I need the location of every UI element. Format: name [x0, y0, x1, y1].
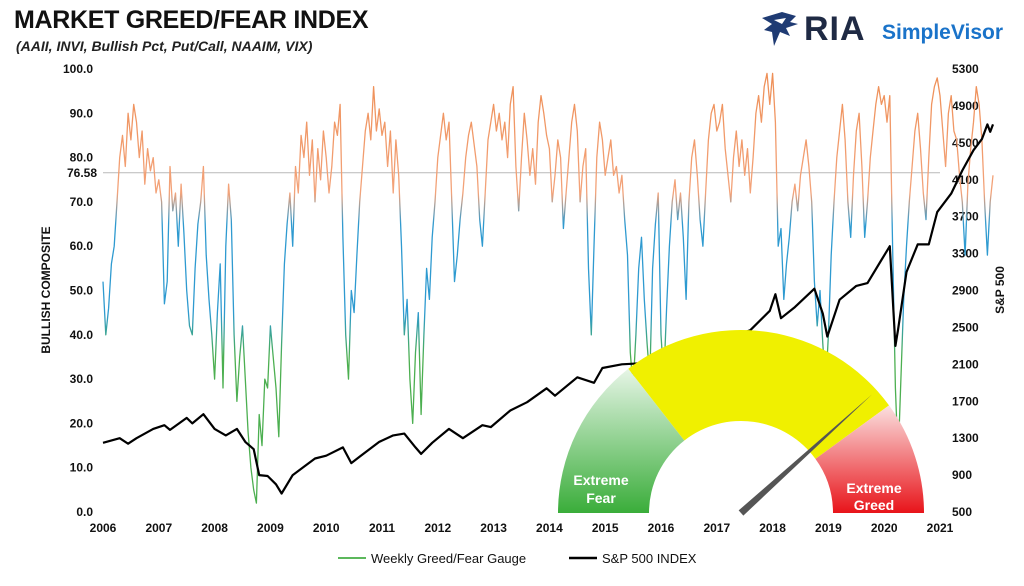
y-tick-label: 100.0 [63, 62, 93, 76]
gauge-segment-greed [815, 405, 924, 513]
y-tick-label: 70.0 [70, 195, 94, 209]
gauge-label-extreme-fear: Extreme Fear [573, 472, 628, 506]
x-axis-ticks: 2006 2007 2008 2009 2010 2011 2012 2013 2014 2015… [90, 521, 954, 535]
y2-tick-label: 2100 [952, 357, 979, 371]
logo-ria-text: RIA [804, 10, 866, 48]
y-tick-label: 20.0 [70, 416, 94, 430]
legend: Weekly Greed/Fear Gauge S&P 500 INDEX [338, 551, 697, 566]
x-tick-label: 2008 [201, 521, 228, 535]
series-layer [102, 72, 995, 504]
y-tick-label: 90.0 [70, 106, 94, 120]
y2-axis-label: S&P 500 [993, 266, 1007, 314]
y2-tick-label: 2900 [952, 284, 979, 298]
x-tick-label: 2016 [648, 521, 675, 535]
gauge-segment-neutral [628, 330, 890, 459]
x-tick-label: 2006 [90, 521, 117, 535]
y2-tick-label: 1700 [952, 394, 979, 408]
y2-tick-label: 1300 [952, 431, 979, 445]
x-tick-label: 2009 [257, 521, 284, 535]
ria-simplevisor-logo: RIA SimpleVisor [760, 10, 1010, 50]
y-tick-label: 80.0 [70, 151, 94, 165]
gauge-label-extreme-greed: Extreme Greed [846, 480, 901, 513]
logo-simplevisor-text: SimpleVisor [882, 21, 1003, 44]
series-greed-fear-line [102, 72, 994, 504]
x-tick-label: 2015 [592, 521, 619, 535]
y-tick-label: 60.0 [70, 239, 94, 253]
y2-tick-label: 900 [952, 468, 972, 482]
x-tick-label: 2013 [480, 521, 507, 535]
chart-title: MARKET GREED/FEAR INDEX [14, 6, 369, 34]
y2-tick-label: 4900 [952, 99, 979, 113]
x-tick-label: 2014 [536, 521, 563, 535]
legend-label-sp500: S&P 500 INDEX [602, 551, 697, 566]
x-tick-label: 2012 [424, 521, 451, 535]
y-tick-label: 40.0 [70, 328, 94, 342]
y2-tick-label: 5300 [952, 62, 979, 76]
series-sp500-line [102, 123, 995, 495]
y-tick-label: 50.0 [70, 284, 94, 298]
y-tick-label: 0.0 [76, 505, 93, 519]
left-axis-ticks: 0.0 10.0 20.0 30.0 40.0 50.0 60.0 70.0 80.0 90.0 1… [63, 62, 93, 519]
x-tick-label: 2021 [927, 521, 954, 535]
right-axis-ticks: 5009001300170021002500290033003700410045… [952, 62, 979, 519]
greed-fear-gauge: Extreme Fear Extreme Greed [558, 330, 924, 516]
x-tick-label: 2020 [871, 521, 898, 535]
gauge-needle [738, 394, 873, 516]
y2-tick-label: 3700 [952, 210, 979, 224]
y-axis-label: BULLISH COMPOSITE [39, 226, 53, 353]
y2-tick-label: 500 [952, 505, 972, 519]
y-tick-label: 30.0 [70, 372, 94, 386]
x-tick-label: 2010 [313, 521, 340, 535]
y2-tick-label: 2500 [952, 320, 979, 334]
x-tick-label: 2007 [145, 521, 172, 535]
y-tick-label: 10.0 [70, 461, 94, 475]
reference-value-label: 76.58 [67, 166, 97, 180]
x-tick-label: 2011 [369, 521, 395, 535]
eagle-logo-icon [762, 12, 798, 46]
x-tick-label: 2018 [759, 521, 786, 535]
chart-subtitle: (AAII, INVI, Bullish Pct, Put/Call, NAAI… [16, 38, 313, 54]
legend-label-gauge: Weekly Greed/Fear Gauge [371, 551, 526, 566]
x-tick-label: 2017 [703, 521, 730, 535]
x-tick-label: 2019 [815, 521, 842, 535]
gauge-segment-fear [558, 368, 685, 513]
